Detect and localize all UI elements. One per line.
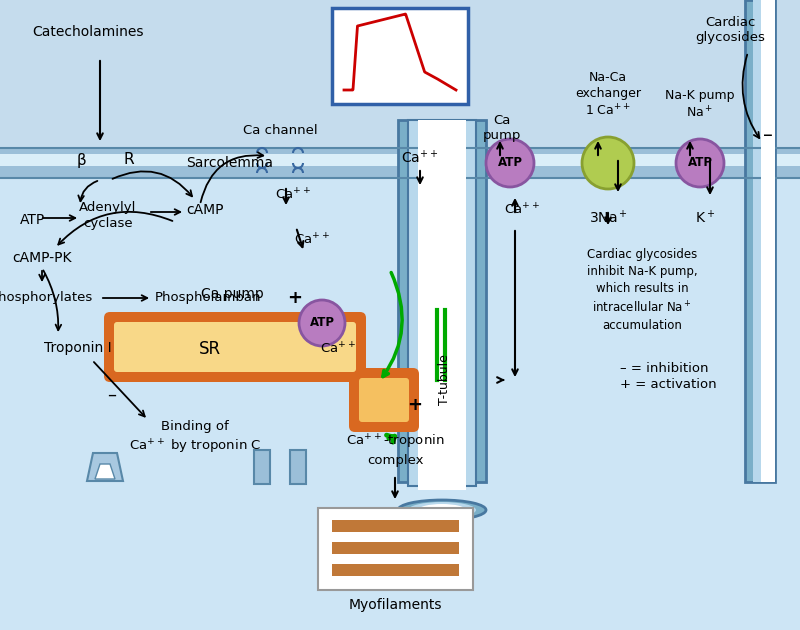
- Bar: [254, 450, 270, 484]
- Text: Adenylyl
cyclase: Adenylyl cyclase: [79, 200, 137, 229]
- Text: Ca
pump: Ca pump: [483, 113, 521, 142]
- Text: Ca channel: Ca channel: [242, 123, 318, 137]
- Bar: [0, 148, 800, 178]
- Text: Phosphorylates: Phosphorylates: [0, 292, 93, 304]
- Circle shape: [299, 300, 345, 346]
- FancyBboxPatch shape: [114, 322, 356, 372]
- Circle shape: [676, 139, 724, 187]
- Text: 3Na$^+$: 3Na$^+$: [589, 209, 627, 227]
- Bar: [745, 0, 775, 482]
- Text: – = inhibition: – = inhibition: [620, 362, 709, 374]
- Bar: [418, 120, 466, 490]
- Text: SR: SR: [199, 340, 221, 358]
- Text: Cardiac glycosides
inhibit Na-K pump,
which results in
intracellular Na$^+$
accu: Cardiac glycosides inhibit Na-K pump, wh…: [586, 248, 698, 332]
- Text: Sarcolemma: Sarcolemma: [186, 156, 274, 170]
- Text: ATP: ATP: [310, 316, 334, 329]
- Text: Catecholamines: Catecholamines: [32, 25, 144, 39]
- Text: Ca pump: Ca pump: [201, 287, 263, 301]
- Text: +: +: [287, 289, 302, 307]
- Bar: [761, 0, 775, 482]
- Polygon shape: [87, 453, 123, 481]
- Text: Troponin I: Troponin I: [44, 341, 112, 355]
- Bar: [0, 178, 800, 630]
- Text: +: +: [407, 396, 422, 414]
- Bar: [0, 154, 800, 166]
- Text: ATP: ATP: [20, 213, 46, 227]
- Text: Myofilaments: Myofilaments: [348, 598, 442, 612]
- Text: + = activation: + = activation: [620, 379, 717, 391]
- Bar: [332, 520, 459, 532]
- Text: β: β: [76, 152, 86, 168]
- Polygon shape: [95, 464, 115, 479]
- Text: Phospholamban: Phospholamban: [154, 292, 262, 304]
- Circle shape: [582, 137, 634, 189]
- Text: Na-Ca
exchanger
1 Ca$^{++}$: Na-Ca exchanger 1 Ca$^{++}$: [575, 71, 641, 119]
- FancyBboxPatch shape: [104, 312, 366, 382]
- Bar: [332, 564, 459, 576]
- Text: ATP: ATP: [687, 156, 713, 169]
- Text: Ca$^{++}$: Ca$^{++}$: [294, 232, 330, 248]
- Ellipse shape: [408, 502, 476, 518]
- Text: Cardiac
glycosides: Cardiac glycosides: [695, 16, 765, 45]
- Bar: [332, 8, 468, 104]
- Text: Ca$^{++}$: Ca$^{++}$: [504, 202, 540, 217]
- Text: Ca$^{++}$: Ca$^{++}$: [402, 149, 438, 167]
- Bar: [408, 120, 476, 486]
- Text: cAMP-PK: cAMP-PK: [12, 251, 72, 265]
- Ellipse shape: [398, 500, 486, 520]
- Text: K$^+$: K$^+$: [695, 209, 715, 227]
- Text: Binding of
Ca$^{++}$ by troponin C: Binding of Ca$^{++}$ by troponin C: [129, 420, 261, 455]
- Text: Na-K pump
Na$^+$: Na-K pump Na$^+$: [666, 89, 734, 121]
- Bar: [318, 508, 473, 590]
- Text: Ca$^{++}$: Ca$^{++}$: [320, 341, 356, 357]
- Text: T-tubule: T-tubule: [438, 355, 450, 406]
- FancyBboxPatch shape: [349, 368, 419, 432]
- Text: –: –: [107, 386, 117, 404]
- Bar: [753, 0, 775, 482]
- Bar: [290, 450, 306, 484]
- Circle shape: [486, 139, 534, 187]
- Ellipse shape: [418, 504, 466, 516]
- Text: cAMP: cAMP: [186, 203, 224, 217]
- Bar: [398, 120, 486, 482]
- Text: Ca$^{++}$: Ca$^{++}$: [275, 187, 311, 203]
- Text: R: R: [124, 152, 134, 168]
- Bar: [332, 542, 459, 554]
- Text: ATP: ATP: [498, 156, 522, 169]
- Text: –: –: [763, 125, 773, 144]
- FancyBboxPatch shape: [359, 378, 409, 422]
- Bar: [0, 0, 800, 148]
- Text: Ca$^{++}$-troponin
complex: Ca$^{++}$-troponin complex: [346, 433, 444, 467]
